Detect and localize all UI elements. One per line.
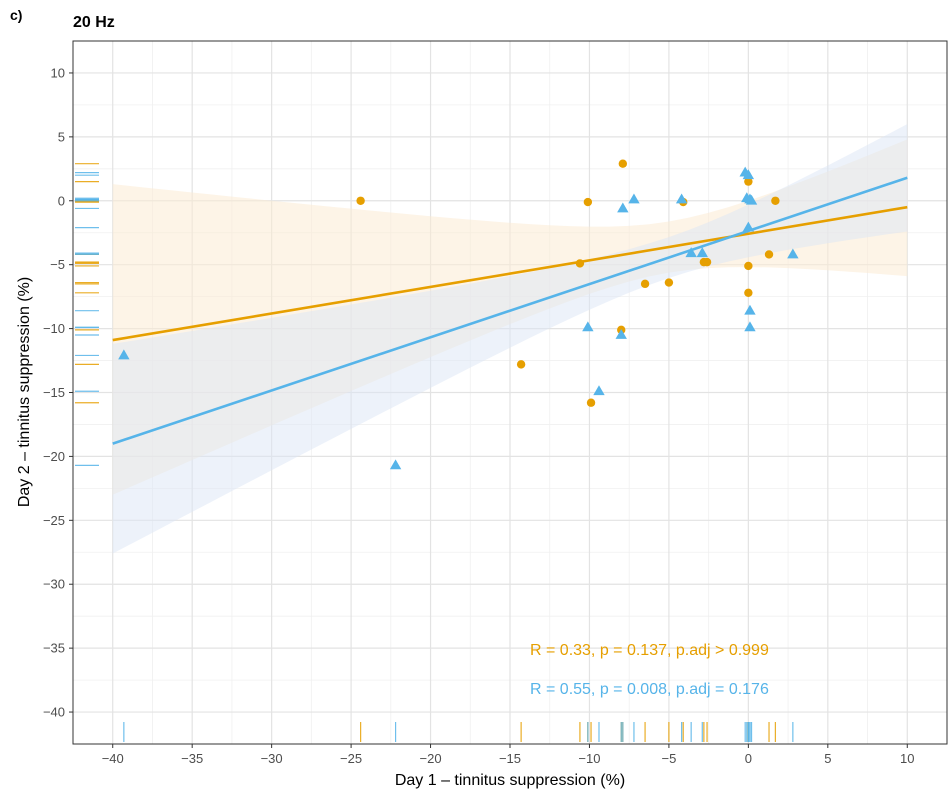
data-point-circle bbox=[356, 196, 365, 205]
x-tick-label: −5 bbox=[661, 751, 676, 766]
y-axis-title: Day 2 – tinnitus suppression (%) bbox=[16, 277, 33, 507]
y-tick-label: −30 bbox=[43, 577, 65, 592]
y-tick-label: 5 bbox=[58, 129, 65, 144]
regression-line bbox=[112, 176, 908, 445]
data-point-triangle bbox=[787, 248, 799, 259]
data-point-triangle bbox=[628, 193, 640, 204]
data-point-circle bbox=[764, 250, 774, 259]
x-tick-label: −20 bbox=[420, 751, 442, 766]
x-tick-label: −35 bbox=[181, 751, 203, 766]
data-point-triangle bbox=[615, 328, 627, 339]
data-point-triangle bbox=[617, 202, 629, 213]
x-tick-label: 0 bbox=[745, 751, 752, 766]
x-tick-label: −15 bbox=[499, 751, 521, 766]
data-point-circle bbox=[586, 398, 596, 407]
x-axis: −40 −35 −30 −25 −20 −15 −10 −5 0 5 10 bbox=[102, 744, 915, 766]
y-tick-label: 10 bbox=[51, 65, 65, 80]
data-point-circle bbox=[744, 177, 753, 186]
regression-line bbox=[112, 205, 908, 342]
data-point-circle bbox=[618, 159, 628, 168]
data-point-circle bbox=[575, 259, 585, 268]
x-tick-label: −40 bbox=[102, 751, 124, 766]
y-tick-label: −10 bbox=[43, 321, 65, 336]
x-tick-label: −10 bbox=[578, 751, 600, 766]
y-tick-label: −20 bbox=[43, 449, 65, 464]
data-point-triangle bbox=[742, 169, 755, 180]
confidence-bands bbox=[112, 124, 908, 554]
data-point-circle bbox=[516, 360, 526, 369]
y-tick-label: −40 bbox=[43, 705, 65, 720]
y-tick-label: −15 bbox=[43, 385, 65, 400]
x-tick-label: 10 bbox=[900, 751, 914, 766]
data-point-circle bbox=[664, 278, 674, 287]
data-point-circle bbox=[583, 197, 593, 207]
x-tick-label: −25 bbox=[340, 751, 362, 766]
rug-marks bbox=[75, 163, 794, 742]
x-tick-label: −30 bbox=[261, 751, 283, 766]
data-point-triangle bbox=[744, 321, 756, 332]
data-point-triangle bbox=[696, 247, 708, 258]
data-point-triangle bbox=[744, 304, 756, 315]
data-point-triangle bbox=[685, 247, 697, 258]
stat-annotation: R = 0.33, p = 0.137, p.adj > 0.999 bbox=[530, 642, 769, 659]
chart-title: 20 Hz bbox=[73, 14, 115, 31]
data-point-circle bbox=[702, 257, 712, 267]
data-point-triangle bbox=[745, 194, 758, 205]
data-point-triangle bbox=[593, 385, 605, 396]
plot-area: R = 0.33, p = 0.137, p.adj > 0.999 R = 0.… bbox=[72, 40, 948, 745]
stat-annotations: R = 0.33, p = 0.137, p.adj > 0.999 R = 0.… bbox=[530, 642, 769, 698]
data-point-circle bbox=[744, 288, 753, 298]
y-tick-label: −25 bbox=[43, 513, 65, 528]
stat-annotation: R = 0.55, p = 0.008, p.adj = 0.176 bbox=[530, 681, 769, 698]
data-point-triangle bbox=[582, 321, 594, 332]
y-axis: −40 −35 −30 −25 −20 −15 −10 −5 0 5 10 bbox=[43, 65, 73, 720]
data-point-triangle bbox=[389, 459, 402, 470]
confidence-band bbox=[112, 124, 908, 554]
data-point-circle bbox=[744, 261, 753, 271]
data-points bbox=[118, 159, 799, 470]
data-point-triangle bbox=[118, 349, 130, 360]
x-axis-title: Day 1 – tinnitus suppression (%) bbox=[395, 772, 625, 789]
x-tick-label: 5 bbox=[824, 751, 831, 766]
data-point-triangle bbox=[675, 193, 688, 204]
data-point-circle bbox=[640, 279, 650, 289]
data-point-triangle bbox=[742, 221, 755, 232]
data-point-circle bbox=[771, 196, 780, 205]
regression-lines bbox=[112, 176, 908, 445]
panel-label: c) bbox=[10, 7, 22, 23]
y-tick-label: 0 bbox=[58, 193, 65, 208]
y-tick-label: −5 bbox=[50, 257, 65, 272]
y-tick-label: −35 bbox=[43, 641, 65, 656]
